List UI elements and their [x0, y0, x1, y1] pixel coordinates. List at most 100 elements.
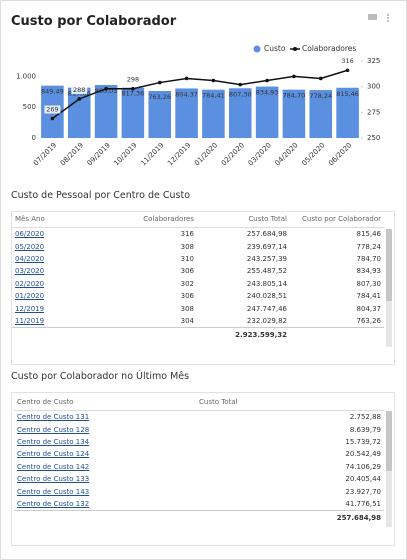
table-cell: 2.923.599,32 — [197, 327, 290, 343]
menu-dot[interactable] — [387, 20, 389, 22]
table-cell: 316 — [180, 230, 194, 239]
x-tick-label: 10/2019 — [113, 141, 139, 167]
row-link[interactable]: Centro de Custo 132 — [17, 499, 90, 508]
legend-label: Custo — [264, 44, 286, 53]
bar — [175, 88, 198, 138]
row-link[interactable]: Centro de Custo 134 — [17, 437, 90, 446]
menu-dot[interactable] — [387, 17, 389, 19]
line-point — [265, 78, 269, 83]
y2-tick-label: 325 — [367, 57, 380, 65]
section-title: Custo de Pessoal por Centro de Custo — [11, 190, 191, 201]
table-row: Centro de Custo 132 41.776,51 — [14, 498, 384, 511]
bar-value-label: 778,24 — [309, 92, 332, 100]
table-cell: 15.739,72 — [345, 437, 381, 446]
bar — [282, 89, 306, 138]
table-cell: 815,46 — [356, 230, 382, 239]
line-point — [131, 86, 135, 91]
x-tick-label: 05/2020 — [300, 141, 326, 167]
total-row: 2.923.599,32 — [12, 327, 384, 343]
row-link[interactable]: Centro de Custo 131 — [17, 413, 90, 422]
table-cell: 763,26 — [356, 316, 382, 325]
table-cell: 04/2020 — [12, 253, 100, 265]
table-cell: 23.927,70 — [345, 487, 381, 496]
comment-icon[interactable] — [368, 14, 377, 20]
row-link[interactable]: 11/2019 — [15, 316, 45, 325]
header-icons[interactable] — [368, 13, 396, 23]
table-cell: 247.747,46 — [246, 304, 287, 313]
table-row: 02/2020 302 243.805,14 807,30 — [12, 278, 384, 290]
bar — [309, 90, 333, 138]
line-label-bg — [44, 105, 61, 114]
table-row: Centro de Custo 142 74.106,29 — [14, 461, 384, 473]
table-cell: 257.684,98 — [196, 510, 384, 526]
row-link[interactable]: Centro de Custo 124 — [17, 450, 90, 459]
row-link[interactable]: Centro de Custo 133 — [17, 475, 90, 484]
row-link[interactable]: 04/2020 — [15, 254, 45, 263]
table-cell: 302 — [180, 279, 194, 288]
table-row: Centro de Custo 128 8.639,79 — [14, 423, 384, 435]
table-cell: Centro de Custo 134 — [14, 436, 196, 448]
y-tick-label: 500 — [23, 103, 36, 111]
scrollbar[interactable] — [386, 229, 392, 347]
line-value-label: 269 — [46, 105, 58, 113]
line-point — [211, 78, 216, 83]
row-link[interactable]: Centro de Custo 143 — [17, 487, 90, 496]
line-point — [50, 116, 55, 121]
table-cell: Centro de Custo 143 — [14, 485, 196, 497]
table-cell: 03/2020 — [12, 265, 100, 277]
row-link[interactable]: Centro de Custo 142 — [17, 462, 90, 471]
x-tick-label: 08/2019 — [59, 141, 85, 167]
y-tick-label: 0 — [32, 134, 36, 142]
x-tick-label: 04/2020 — [274, 141, 300, 167]
line-value-label: 316 — [341, 57, 353, 65]
bar — [255, 86, 279, 138]
row-link[interactable]: 03/2020 — [15, 267, 45, 276]
column-header: Custo por Colaborador — [290, 211, 384, 228]
scroll-thumb[interactable] — [386, 229, 392, 301]
card-title: Custo por Colaborador — [11, 14, 177, 29]
table: Centro de Custo Custo Total Centro de Cust… — [14, 394, 384, 526]
line-point — [184, 76, 189, 81]
legend-swatch — [293, 47, 297, 51]
table-cell: 05/2020 — [12, 240, 100, 252]
row-link[interactable]: 06/2020 — [15, 230, 45, 239]
bar — [67, 87, 91, 138]
table-row: Centro de Custo 133 20.405,44 — [14, 473, 384, 485]
bar — [202, 89, 225, 138]
x-tick-label: 11/2019 — [139, 141, 165, 167]
table-cell: 304 — [180, 316, 194, 325]
table-cell: 239.697,14 — [246, 242, 287, 251]
row-link[interactable]: 12/2019 — [15, 304, 45, 313]
row-link[interactable]: Centro de Custo 128 — [17, 425, 90, 434]
line-point — [292, 74, 296, 79]
legend-swatch — [253, 45, 261, 53]
table-cell: 310 — [180, 254, 194, 263]
row-link[interactable]: 01/2020 — [15, 292, 45, 301]
table-cell: 778,24 — [356, 242, 382, 251]
line — [51, 69, 348, 120]
bar — [94, 85, 118, 138]
table-cell: 2.752,88 — [349, 413, 381, 422]
table-cell: 11/2019 — [12, 315, 100, 328]
column-header: Colaboradores — [100, 211, 197, 228]
table-cell: Centro de Custo 132 — [14, 498, 196, 511]
row-link[interactable]: 05/2020 — [15, 242, 45, 251]
bar-value-label: 815,46 — [336, 90, 359, 98]
table-cell: 834,93 — [356, 267, 382, 276]
table-cell: 20.405,44 — [345, 475, 381, 484]
table-row: Centro de Custo 124 20.542,49 — [14, 448, 384, 460]
table-cell: 306 — [180, 292, 194, 301]
menu-dot[interactable] — [387, 14, 389, 16]
scrollbar[interactable] — [386, 411, 392, 527]
row-link[interactable]: 02/2020 — [15, 279, 45, 288]
table-cell: 8.639,79 — [349, 425, 381, 434]
bar-value-label: 817,36 — [122, 90, 145, 98]
line-point — [238, 82, 243, 87]
line-label-bg — [339, 57, 356, 66]
table-cell: Centro de Custo 131 — [14, 411, 196, 424]
table-cell: 02/2020 — [12, 278, 100, 290]
table-row: Centro de Custo 134 15.739,72 — [14, 436, 384, 448]
bar-value-label: 849,49 — [41, 88, 64, 96]
table-row: Centro de Custo 131 2.752,88 — [14, 411, 384, 424]
scroll-thumb[interactable] — [386, 411, 392, 471]
